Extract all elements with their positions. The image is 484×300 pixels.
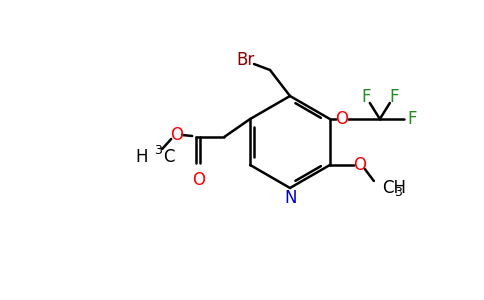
Text: F: F: [389, 88, 399, 106]
Text: H: H: [136, 148, 148, 166]
Text: F: F: [361, 88, 371, 106]
Text: O: O: [192, 171, 205, 189]
Text: O: O: [335, 110, 348, 128]
Text: C: C: [163, 148, 175, 166]
Text: 3: 3: [394, 185, 402, 199]
Text: 3: 3: [154, 144, 162, 157]
Text: O: O: [353, 156, 366, 174]
Text: Br: Br: [237, 51, 255, 69]
Text: F: F: [407, 110, 417, 128]
Text: CH: CH: [382, 179, 406, 197]
Text: N: N: [285, 189, 297, 207]
Text: O: O: [170, 126, 182, 144]
